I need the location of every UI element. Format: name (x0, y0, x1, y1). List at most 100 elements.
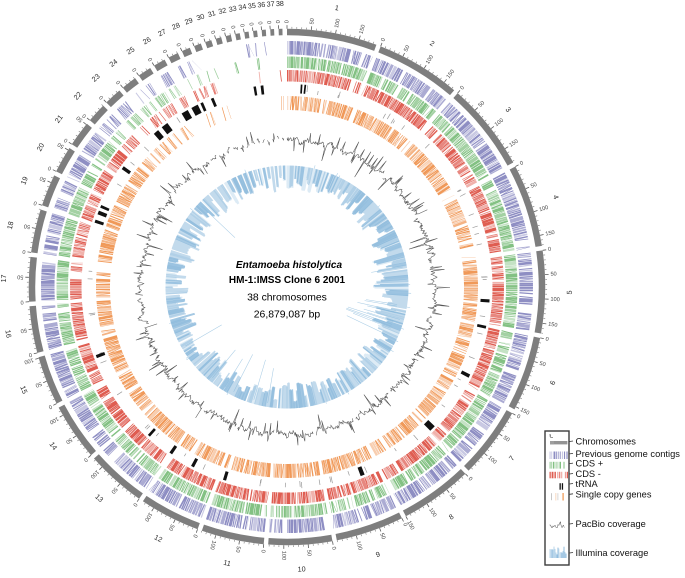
svg-text:150: 150 (548, 322, 558, 329)
svg-text:50: 50 (23, 222, 30, 229)
svg-text:50: 50 (76, 114, 85, 123)
svg-text:100: 100 (143, 511, 153, 522)
svg-text:33: 33 (228, 4, 238, 14)
svg-text:26,879,087 bp: 26,879,087 bp (254, 310, 321, 321)
svg-text:37: 37 (266, 0, 275, 9)
svg-text:11: 11 (223, 558, 232, 568)
svg-text:8: 8 (447, 512, 455, 522)
svg-text:24: 24 (107, 57, 119, 69)
svg-text:6: 6 (548, 379, 558, 386)
svg-text:0: 0 (63, 136, 69, 143)
svg-text:5: 5 (565, 290, 574, 294)
svg-text:50: 50 (502, 435, 511, 443)
svg-text:100: 100 (89, 469, 100, 480)
svg-text:150: 150 (545, 230, 555, 238)
svg-text:0: 0 (258, 21, 264, 25)
svg-text:100: 100 (550, 297, 560, 303)
svg-text:0: 0 (211, 30, 218, 35)
svg-text:100: 100 (355, 540, 363, 551)
svg-text:12: 12 (153, 533, 164, 545)
svg-text:38 chromosomes: 38 chromosomes (247, 293, 327, 304)
svg-text:0: 0 (47, 164, 52, 171)
svg-text:0: 0 (549, 434, 551, 438)
svg-text:100: 100 (486, 455, 497, 466)
svg-text:36: 36 (257, 0, 266, 9)
svg-text:10: 10 (297, 564, 305, 573)
svg-text:0: 0 (200, 33, 207, 38)
svg-text:100: 100 (48, 415, 59, 425)
svg-text:PacBio coverage: PacBio coverage (576, 519, 646, 529)
svg-text:0: 0 (162, 48, 169, 54)
svg-text:23: 23 (90, 72, 102, 84)
svg-text:50: 50 (234, 546, 241, 553)
svg-text:18: 18 (5, 220, 16, 230)
svg-text:0: 0 (176, 42, 183, 47)
svg-text:50: 50 (39, 174, 47, 182)
svg-text:29: 29 (183, 15, 194, 26)
svg-text:50: 50 (167, 523, 175, 531)
svg-text:35: 35 (247, 1, 256, 11)
svg-text:0: 0 (249, 22, 255, 26)
svg-text:16: 16 (3, 329, 13, 338)
svg-text:0: 0 (147, 56, 154, 62)
svg-text:0: 0 (519, 160, 525, 167)
svg-text:150: 150 (446, 69, 456, 80)
svg-text:0: 0 (132, 66, 139, 72)
svg-text:50: 50 (309, 18, 316, 25)
svg-text:0: 0 (33, 199, 38, 206)
svg-text:150: 150 (519, 407, 530, 417)
svg-text:0: 0 (221, 27, 228, 31)
svg-text:9: 9 (375, 549, 382, 559)
svg-text:0: 0 (115, 79, 122, 85)
svg-text:Previous genome contigs: Previous genome contigs (576, 449, 681, 459)
svg-text:50: 50 (403, 45, 411, 53)
svg-text:26: 26 (141, 35, 152, 47)
svg-text:100: 100 (530, 384, 541, 393)
svg-text:0: 0 (467, 476, 473, 482)
svg-text:0: 0 (284, 20, 290, 23)
svg-text:100: 100 (494, 118, 505, 128)
svg-text:20: 20 (34, 141, 46, 152)
svg-text:34: 34 (238, 2, 247, 12)
svg-text:50: 50 (448, 493, 457, 502)
svg-text:15: 15 (18, 384, 29, 395)
svg-text:0: 0 (81, 112, 87, 119)
svg-text:0: 0 (191, 533, 198, 538)
svg-text:0: 0 (401, 522, 408, 527)
svg-text:100: 100 (334, 18, 342, 28)
svg-text:27: 27 (156, 27, 167, 39)
svg-text:50: 50 (305, 550, 311, 557)
svg-text:50: 50 (110, 486, 119, 495)
svg-text:0: 0 (189, 37, 196, 42)
svg-text:50: 50 (378, 532, 386, 540)
svg-text:22: 22 (72, 90, 84, 102)
svg-text:0: 0 (82, 456, 88, 463)
svg-text:0: 0 (459, 85, 466, 91)
svg-text:Single copy genes: Single copy genes (576, 489, 652, 499)
svg-text:0: 0 (330, 546, 336, 550)
svg-text:0: 0 (28, 351, 33, 358)
svg-text:3: 3 (504, 105, 514, 114)
svg-text:0: 0 (22, 248, 26, 254)
svg-text:150: 150 (405, 520, 415, 531)
svg-text:1: 1 (334, 3, 340, 13)
svg-text:50: 50 (539, 361, 547, 369)
svg-text:32: 32 (217, 6, 227, 17)
svg-text:4: 4 (551, 194, 561, 201)
svg-text:0: 0 (99, 94, 105, 100)
svg-text:50: 50 (530, 182, 538, 190)
svg-text:0: 0 (240, 23, 246, 27)
svg-text:25: 25 (125, 45, 137, 57)
svg-text:Chromosomes: Chromosomes (576, 437, 637, 447)
svg-text:0: 0 (131, 501, 138, 507)
svg-text:0: 0 (548, 247, 552, 253)
svg-text:50: 50 (477, 100, 486, 109)
svg-text:38: 38 (276, 0, 284, 8)
svg-text:Illumina coverage: Illumina coverage (576, 548, 649, 558)
svg-text:2: 2 (428, 39, 436, 49)
svg-text:CDS +: CDS + (576, 459, 604, 469)
svg-text:50: 50 (57, 141, 65, 149)
svg-text:150: 150 (358, 24, 366, 35)
svg-text:0: 0 (515, 414, 521, 421)
svg-text:tRNA: tRNA (576, 479, 599, 489)
